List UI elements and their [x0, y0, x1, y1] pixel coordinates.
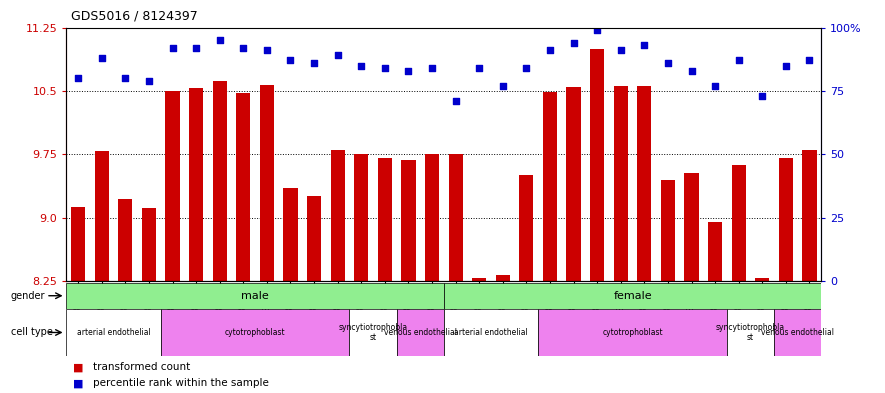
Bar — [161, 309, 350, 356]
Bar — [472, 279, 486, 281]
Point — [378, 65, 392, 71]
Point — [803, 57, 817, 64]
Text: venous endothelial: venous endothelial — [384, 328, 457, 337]
Bar — [425, 154, 439, 281]
Bar — [519, 175, 534, 281]
Point — [260, 47, 274, 53]
Text: cytotrophoblast: cytotrophoblast — [602, 328, 663, 337]
Point — [566, 40, 581, 46]
Bar — [119, 199, 133, 281]
Bar — [774, 309, 821, 356]
Bar — [538, 309, 727, 356]
Text: male: male — [242, 291, 269, 301]
Text: percentile rank within the sample: percentile rank within the sample — [93, 378, 269, 388]
Bar — [590, 50, 604, 281]
Point — [307, 60, 321, 66]
Bar — [402, 160, 416, 281]
Point — [661, 60, 675, 66]
Point — [165, 45, 180, 51]
Bar — [66, 309, 161, 356]
Point — [71, 75, 85, 81]
Bar — [354, 154, 368, 281]
Bar — [566, 87, 581, 281]
Text: syncytiotrophobla
st: syncytiotrophobla st — [716, 323, 785, 342]
Point — [779, 62, 793, 69]
Bar — [444, 309, 538, 356]
Text: transformed count: transformed count — [93, 362, 190, 373]
Bar — [331, 150, 345, 281]
Bar — [212, 81, 227, 281]
Bar — [732, 165, 746, 281]
Point — [732, 57, 746, 64]
Point — [354, 62, 368, 69]
Bar — [444, 283, 821, 309]
Point — [425, 65, 439, 71]
Point — [590, 27, 604, 33]
Bar — [779, 158, 793, 281]
Point — [496, 83, 510, 89]
Text: ■: ■ — [73, 378, 84, 388]
Bar — [165, 91, 180, 281]
Bar — [283, 188, 297, 281]
Bar — [637, 86, 651, 281]
Point — [331, 52, 345, 59]
Point — [212, 37, 227, 43]
Bar — [307, 196, 321, 281]
Text: cytotrophoblast: cytotrophoblast — [225, 328, 286, 337]
Bar — [727, 309, 774, 356]
Bar — [543, 92, 557, 281]
Point — [613, 47, 627, 53]
Point — [402, 68, 416, 74]
Text: venous endothelial: venous endothelial — [761, 328, 835, 337]
Point — [755, 93, 769, 99]
Text: cell type: cell type — [11, 327, 52, 338]
Point — [684, 68, 698, 74]
Point — [472, 65, 486, 71]
Point — [449, 98, 463, 104]
Bar — [378, 158, 392, 281]
Text: syncytiotrophobla
st: syncytiotrophobla st — [338, 323, 408, 342]
Bar — [449, 154, 463, 281]
Point — [142, 77, 156, 84]
Point — [283, 57, 297, 64]
Point — [119, 75, 133, 81]
Bar — [142, 208, 156, 281]
Bar — [71, 208, 85, 281]
Point — [189, 45, 204, 51]
Bar — [803, 150, 817, 281]
Bar — [496, 275, 510, 281]
Text: GDS5016 / 8124397: GDS5016 / 8124397 — [71, 10, 197, 23]
Text: female: female — [613, 291, 652, 301]
Bar — [661, 180, 675, 281]
Bar — [236, 93, 250, 281]
Point — [95, 55, 109, 61]
Bar — [684, 173, 698, 281]
Point — [543, 47, 557, 53]
Point — [708, 83, 722, 89]
Bar — [613, 86, 627, 281]
Point — [637, 42, 651, 48]
Text: arterial endothelial: arterial endothelial — [77, 328, 150, 337]
Bar — [396, 309, 444, 356]
Bar — [95, 151, 109, 281]
Text: gender: gender — [11, 291, 45, 301]
Bar — [755, 279, 769, 281]
Text: ■: ■ — [73, 362, 84, 373]
Bar — [350, 309, 396, 356]
Bar — [708, 222, 722, 281]
Bar — [189, 88, 204, 281]
Point — [519, 65, 534, 71]
Bar — [260, 85, 274, 281]
Text: arterial endothelial: arterial endothelial — [454, 328, 527, 337]
Bar — [66, 283, 444, 309]
Point — [236, 45, 250, 51]
